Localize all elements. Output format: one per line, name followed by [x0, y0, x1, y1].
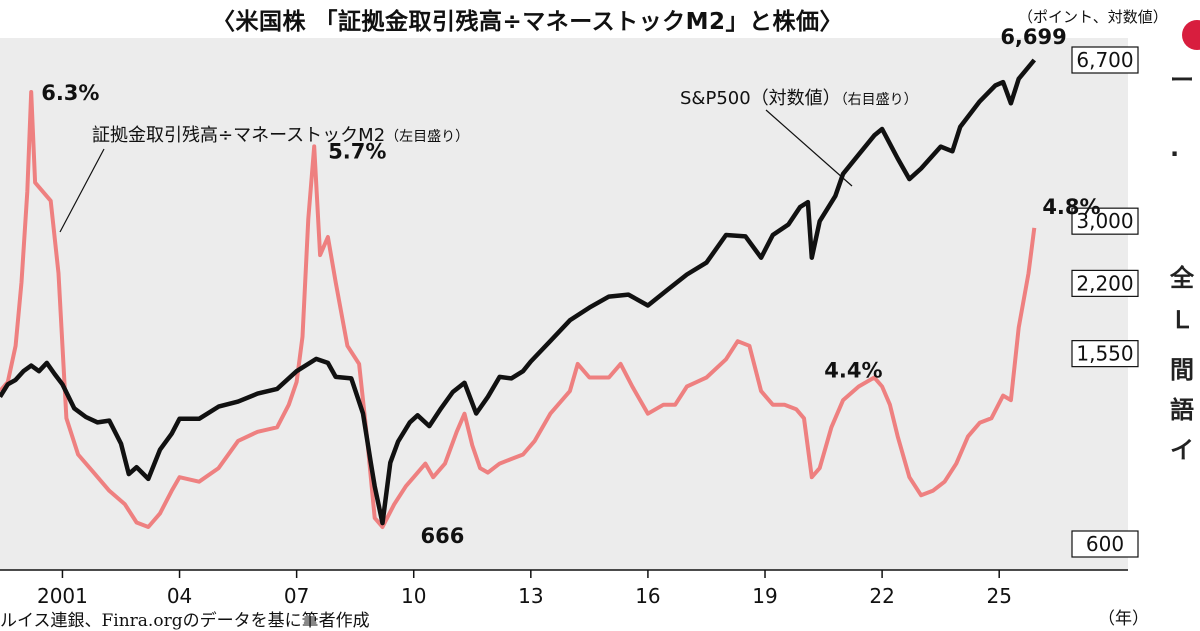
- x-tick-label: 07: [284, 584, 309, 608]
- margin-ratio-line: [0, 90, 1037, 529]
- leader-line-sp500: [765, 109, 853, 187]
- right-tick-box: [1071, 340, 1139, 368]
- margin-ratio-series: [0, 90, 1037, 529]
- right-tick-label: 1,550: [1076, 342, 1133, 366]
- leader-line-margin: [59, 148, 105, 233]
- x-tick-label: 16: [635, 584, 660, 608]
- data-label: 6,699: [1000, 25, 1066, 49]
- right-tick-box: [1071, 46, 1139, 74]
- data-label: 4.4%: [824, 358, 882, 382]
- right-tick-label: 2,200: [1076, 271, 1133, 295]
- annotations: 6.3% 5.7% 4.4% 4.8% 6,699 666: [41, 25, 1100, 548]
- x-tick-label: 13: [518, 584, 543, 608]
- data-label: 6.3%: [41, 81, 99, 105]
- series-label-sp500-note2: （右目盛り）: [841, 92, 918, 108]
- side-char: 全: [1170, 264, 1194, 292]
- right-tick-label: 3,000: [1076, 209, 1133, 233]
- right-axis-ticks: 600 1,550 2,200 3,000 6,700: [1071, 46, 1139, 558]
- side-char: ー: [1170, 66, 1194, 94]
- side-char: 間: [1170, 356, 1194, 384]
- right-tick-box: [1071, 269, 1139, 297]
- x-tick-label: 19: [752, 584, 777, 608]
- series-label-sp500-note1: （対数値）: [751, 88, 841, 109]
- x-ticks: 2001 04 07 10 13 16 19 22 25: [37, 570, 1012, 608]
- right-tick-box: [1071, 530, 1139, 558]
- units-note: （ポイント、対数値）: [1018, 8, 1168, 26]
- x-tick-label: 22: [869, 584, 894, 608]
- x-tick-label: 2001: [37, 584, 88, 608]
- data-label: 666: [421, 524, 465, 548]
- side-char: Ｌ: [1170, 306, 1194, 334]
- right-tick-label: 6,700: [1076, 48, 1133, 72]
- series-label-sp500: S&P500（対数値）（右目盛り）: [680, 88, 918, 109]
- x-tick-label: 04: [167, 584, 192, 608]
- series-labels: 証拠金取引残高÷マネーストックM2（左目盛り） S&P500（対数値）（右目盛り）: [59, 88, 918, 233]
- data-label: 5.7%: [328, 139, 386, 163]
- series-label-margin: 証拠金取引残高÷マネーストックM2（左目盛り）: [92, 125, 469, 146]
- year-unit: （年）: [1098, 609, 1149, 629]
- right-tick-box: [1071, 207, 1139, 235]
- right-tick-label: 600: [1086, 532, 1124, 556]
- chart-title: 〈米国株 「証拠金取引残高÷マネーストックM2」と株価〉: [212, 9, 844, 35]
- source-note: ルイス連銀、Finra.orgのデータを基に筆者作成: [0, 611, 370, 631]
- side-char: イ: [1170, 436, 1194, 464]
- plot-background: [0, 38, 1128, 570]
- x-tick-label: 10: [401, 584, 426, 608]
- x-tick-label: 25: [986, 584, 1011, 608]
- data-label: 4.8%: [1042, 195, 1100, 219]
- side-char: 語: [1170, 396, 1194, 424]
- series-label-margin-note: （左目盛り）: [385, 129, 469, 145]
- brand-dot: [1182, 20, 1200, 50]
- sp500-series: [0, 58, 1037, 526]
- sp500-line: [0, 58, 1037, 526]
- side-char: ·: [1170, 140, 1180, 168]
